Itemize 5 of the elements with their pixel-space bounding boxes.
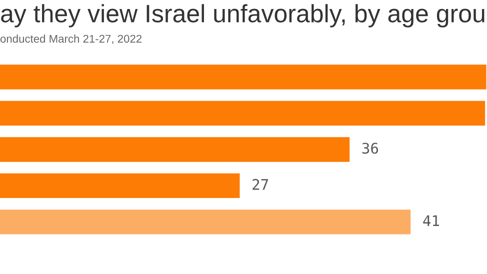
chart-title: ay they view Israel unfavorably, by age grou (1, 4, 484, 28)
data-label: 41 (423, 215, 440, 226)
data-label: 36 (362, 142, 378, 154)
chart-subtitle: onducted March 21-27, 2022 (0, 34, 142, 44)
data-label: 27 (252, 178, 268, 190)
